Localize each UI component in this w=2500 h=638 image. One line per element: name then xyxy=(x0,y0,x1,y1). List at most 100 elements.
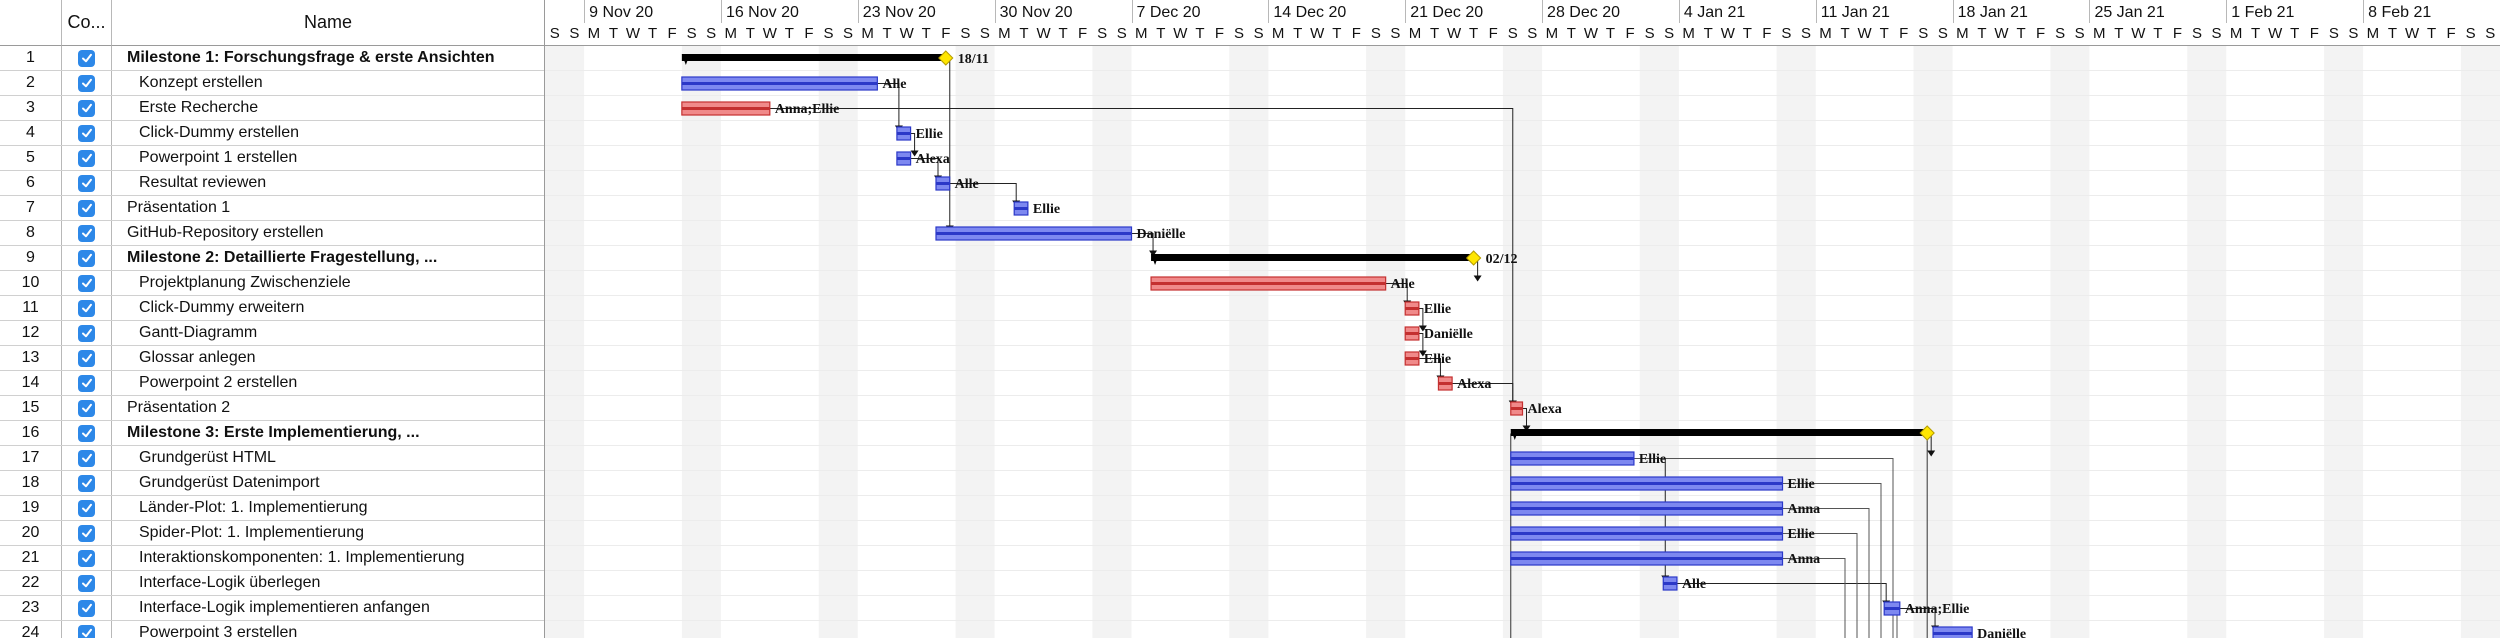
day-letter: M xyxy=(2366,25,2380,42)
task-name[interactable]: Interface-Logik implementieren anfangen xyxy=(139,599,430,616)
day-letter: F xyxy=(2035,25,2046,42)
weekend-shade xyxy=(1639,46,1679,638)
completed-checkbox[interactable] xyxy=(78,124,95,142)
row-number: 19 xyxy=(0,496,62,520)
completed-checkbox[interactable] xyxy=(78,399,95,417)
table-row[interactable]: 3 Erste Recherche xyxy=(0,96,544,121)
table-row[interactable]: 5 Powerpoint 1 erstellen xyxy=(0,146,544,171)
table-row[interactable]: 20 Spider-Plot: 1. Implementierung xyxy=(0,521,544,546)
day-letter: F xyxy=(1078,25,1088,42)
table-row[interactable]: 8 GitHub-Repository erstellen xyxy=(0,221,544,246)
task-name[interactable]: Interface-Logik überlegen xyxy=(139,574,321,591)
task-bar-progress xyxy=(1510,557,1783,560)
table-row[interactable]: 22 Interface-Logik überlegen xyxy=(0,571,544,596)
completed-checkbox[interactable] xyxy=(78,374,95,392)
checkmark-icon xyxy=(81,578,92,588)
completed-checkbox[interactable] xyxy=(78,549,95,567)
completed-checkbox[interactable] xyxy=(78,299,95,317)
task-name[interactable]: Milestone 3: Erste Implementierung, ... xyxy=(127,424,420,441)
completed-checkbox[interactable] xyxy=(78,224,95,242)
table-row[interactable]: 10 Projektplanung Zwischenziele xyxy=(0,271,544,296)
completed-cell xyxy=(62,321,112,345)
completed-checkbox[interactable] xyxy=(78,599,95,617)
table-row[interactable]: 15 Präsentation 2 xyxy=(0,396,544,421)
table-row[interactable]: 13 Glossar anlegen xyxy=(0,346,544,371)
table-row[interactable]: 12 Gantt-Diagramm xyxy=(0,321,544,346)
completed-checkbox[interactable] xyxy=(78,499,95,517)
table-row[interactable]: 24 Powerpoint 3 erstellen xyxy=(0,621,544,638)
column-header-completed[interactable]: Co... xyxy=(62,0,112,46)
day-letter: W xyxy=(2131,25,2146,42)
table-row[interactable]: 17 Grundgerüst HTML xyxy=(0,446,544,471)
task-name[interactable]: Interaktionskomponenten: 1. Implementier… xyxy=(139,549,465,566)
task-name[interactable]: Click-Dummy erstellen xyxy=(139,124,300,141)
task-name[interactable]: Konzept erstellen xyxy=(139,74,263,91)
day-letter: S xyxy=(2055,25,2066,42)
task-name[interactable]: Länder-Plot: 1. Implementierung xyxy=(139,499,368,516)
resource-label: Anna;Ellie xyxy=(775,102,840,117)
task-name[interactable]: Powerpoint 2 erstellen xyxy=(139,374,298,391)
day-letter: S xyxy=(686,25,697,42)
table-row[interactable]: 6 Resultat reviewen xyxy=(0,171,544,196)
completed-checkbox[interactable] xyxy=(78,74,95,92)
task-bar-progress xyxy=(1405,332,1419,335)
task-name[interactable]: Gantt-Diagramm xyxy=(139,324,258,341)
completed-checkbox[interactable] xyxy=(78,149,95,167)
completed-checkbox[interactable] xyxy=(78,449,95,467)
table-row[interactable]: 1 Milestone 1: Forschungsfrage & erste An… xyxy=(0,46,544,71)
completed-checkbox[interactable] xyxy=(78,524,95,542)
table-row[interactable]: 7 Präsentation 1 xyxy=(0,196,544,221)
table-row[interactable]: 9 Milestone 2: Detaillierte Fragestellung… xyxy=(0,246,544,271)
task-name[interactable]: Milestone 2: Detaillierte Fragestellung,… xyxy=(127,249,438,266)
task-name[interactable]: GitHub-Repository erstellen xyxy=(127,224,324,241)
table-row[interactable]: 19 Länder-Plot: 1. Implementierung xyxy=(0,496,544,521)
table-row[interactable]: 21 Interaktionskomponenten: 1. Implementi… xyxy=(0,546,544,571)
task-name[interactable]: Projektplanung Zwischenziele xyxy=(139,274,351,291)
milestone-date-label: 02/12 xyxy=(1486,252,1518,267)
table-row[interactable]: 18 Grundgerüst Datenimport xyxy=(0,471,544,496)
day-letter: T xyxy=(882,25,892,42)
task-name[interactable]: Powerpoint 3 erstellen xyxy=(139,624,298,638)
checkmark-icon xyxy=(81,228,92,238)
dependency-arrow xyxy=(1927,450,1936,457)
completed-checkbox[interactable] xyxy=(78,274,95,292)
task-name[interactable]: Erste Recherche xyxy=(139,99,259,116)
completed-checkbox[interactable] xyxy=(78,199,95,217)
task-name[interactable]: Präsentation 1 xyxy=(127,199,231,216)
completed-checkbox[interactable] xyxy=(78,49,95,67)
table-row[interactable]: 14 Powerpoint 2 erstellen xyxy=(0,371,544,396)
task-name[interactable]: Präsentation 2 xyxy=(127,399,231,416)
task-name[interactable]: Spider-Plot: 1. Implementierung xyxy=(139,524,364,541)
task-name[interactable]: Grundgerüst HTML xyxy=(139,449,276,466)
milestone-cap xyxy=(681,54,690,65)
completed-checkbox[interactable] xyxy=(78,474,95,492)
row-number: 10 xyxy=(0,271,62,295)
task-name[interactable]: Resultat reviewen xyxy=(139,174,267,191)
day-letter: T xyxy=(745,25,755,42)
column-header-number[interactable] xyxy=(0,0,62,46)
completed-checkbox[interactable] xyxy=(78,174,95,192)
table-row[interactable]: 16 Milestone 3: Erste Implementierung, ..… xyxy=(0,421,544,446)
dependency-arrow xyxy=(1473,275,1482,282)
table-row[interactable]: 23 Interface-Logik implementieren anfange… xyxy=(0,596,544,621)
completed-checkbox[interactable] xyxy=(78,99,95,117)
completed-checkbox[interactable] xyxy=(78,424,95,442)
task-name[interactable]: Click-Dummy erweitern xyxy=(139,299,305,316)
weekend-shade xyxy=(955,46,995,638)
task-name[interactable]: Powerpoint 1 erstellen xyxy=(139,149,298,166)
table-row[interactable]: 11 Click-Dummy erweitern xyxy=(0,296,544,321)
task-name[interactable]: Glossar anlegen xyxy=(139,349,256,366)
completed-checkbox[interactable] xyxy=(78,324,95,342)
task-name[interactable]: Grundgerüst Datenimport xyxy=(139,474,320,491)
completed-checkbox[interactable] xyxy=(78,349,95,367)
completed-cell xyxy=(62,621,112,638)
completed-checkbox[interactable] xyxy=(78,249,95,267)
completed-checkbox[interactable] xyxy=(78,624,95,638)
task-name[interactable]: Milestone 1: Forschungsfrage & erste Ans… xyxy=(127,49,495,66)
table-row[interactable]: 2 Konzept erstellen xyxy=(0,71,544,96)
dependency-line xyxy=(1676,583,1887,606)
completed-checkbox[interactable] xyxy=(78,574,95,592)
completed-cell xyxy=(62,246,112,270)
column-header-name[interactable]: Name xyxy=(112,0,544,46)
table-row[interactable]: 4 Click-Dummy erstellen xyxy=(0,121,544,146)
